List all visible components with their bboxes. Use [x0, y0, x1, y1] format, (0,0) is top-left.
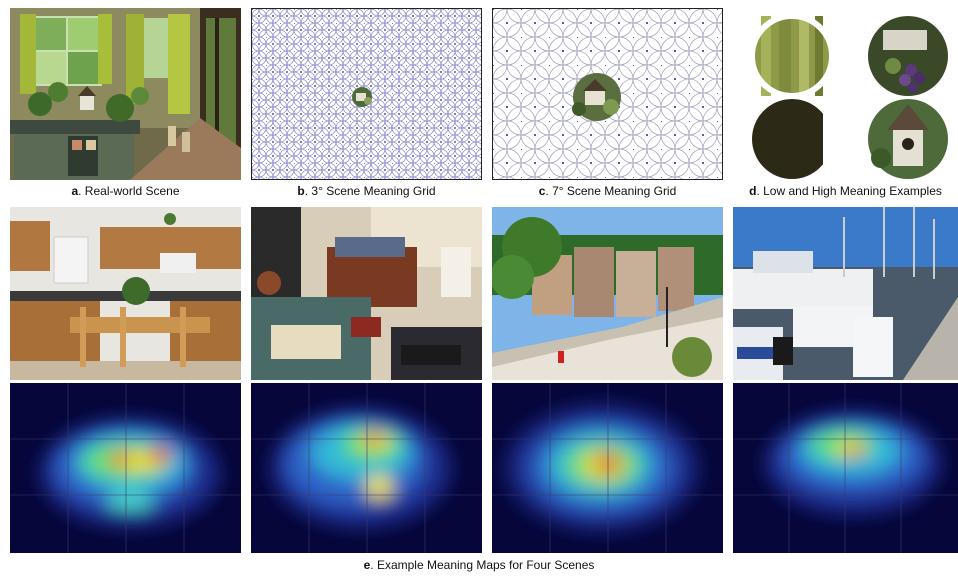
bedroom-meaning-map	[251, 383, 482, 553]
bedroom-scene-image	[251, 207, 482, 380]
kitchen-scene-image	[10, 207, 241, 380]
kitchen-meaning-map	[10, 383, 241, 553]
caption-c: c. 7° Scene Meaning Grid	[538, 184, 677, 198]
townhouse-scene-image	[492, 207, 723, 380]
high-meaning-patch-birdhouse	[868, 99, 948, 179]
marina-scene-image	[733, 207, 958, 380]
meaning-grid-7-degree	[492, 8, 723, 180]
low-meaning-patch-bamboo	[749, 13, 835, 99]
high-meaning-patch-grapes	[868, 16, 948, 96]
real-world-scene-image	[10, 8, 241, 180]
marina-meaning-map	[733, 383, 958, 553]
caption-a: a. Real-world Scene	[71, 184, 180, 198]
low-meaning-patch-dark	[752, 99, 835, 180]
caption-b: b. 3° Scene Meaning Grid	[297, 184, 436, 198]
caption-e: e. Example Meaning Maps for Four Scenes	[363, 558, 595, 572]
meaning-examples	[733, 8, 958, 180]
townhouse-meaning-map	[492, 383, 723, 553]
meaning-grid-3-degree	[251, 8, 482, 180]
caption-d: d. Low and High Meaning Examples	[749, 184, 942, 198]
